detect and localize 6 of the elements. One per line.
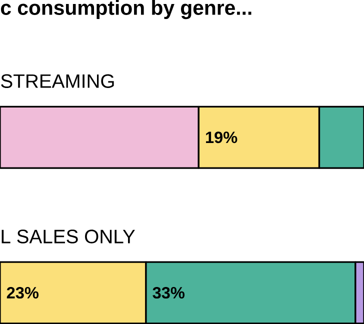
chart-title: c consumption by genre... (1, 0, 252, 19)
y-tick-label: STREAMING (1, 74, 114, 88)
y-tick-label: L SALES ONLY (2, 230, 135, 244)
data-label: 23% (6, 286, 39, 298)
data-label: 19% (206, 131, 238, 143)
data-label: 33% (152, 286, 185, 298)
